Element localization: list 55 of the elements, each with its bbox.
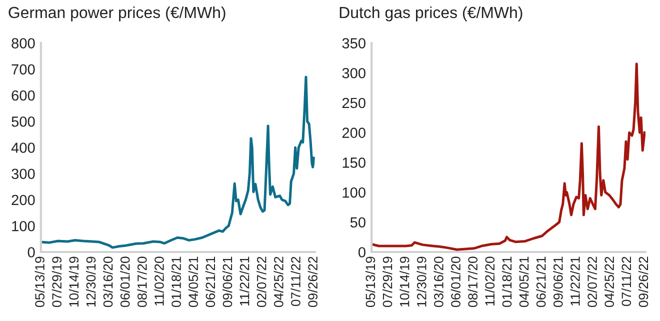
y-tick-label: 500 bbox=[12, 116, 35, 127]
x-tick-label: 02/07/22 bbox=[587, 256, 597, 307]
y-tick-label: 250 bbox=[342, 98, 366, 108]
x-tick-label: 06/01/20 bbox=[120, 256, 130, 307]
x-tick-label: 05/13/19 bbox=[365, 256, 376, 307]
x-tick-label: 12/30/19 bbox=[86, 256, 96, 306]
chart-title: German power prices (€/MWh) bbox=[8, 6, 226, 22]
x-tick-label: 04/05/21 bbox=[519, 256, 529, 307]
x-tick-label: 05/13/19 bbox=[34, 256, 44, 307]
line-series bbox=[40, 76, 315, 249]
y-tick-label: 0 bbox=[28, 247, 35, 258]
y-tick-label: 50 bbox=[350, 217, 366, 228]
x-tick-label: 10/14/19 bbox=[400, 256, 410, 306]
y-tick-label: 700 bbox=[12, 64, 35, 75]
x-tick-label: 09/26/22 bbox=[308, 256, 318, 307]
y-tick-label: 150 bbox=[342, 158, 366, 168]
x-tick-label: 10/14/19 bbox=[68, 256, 79, 306]
x-tick-label: 12/30/19 bbox=[416, 256, 426, 306]
x-tick-label: 11/02/20 bbox=[484, 256, 495, 306]
y-tick-label: 200 bbox=[342, 128, 366, 138]
x-tick-label: 11/22/21 bbox=[570, 256, 580, 306]
x-tick-label: 09/26/22 bbox=[638, 256, 648, 307]
x-tick-label: 06/01/20 bbox=[450, 256, 460, 307]
x-tick-label: 01/18/21 bbox=[171, 256, 181, 307]
x-tick-label: 04/25/22 bbox=[604, 256, 614, 307]
y-tick-label: 200 bbox=[12, 194, 35, 206]
x-tick-label: 09/06/21 bbox=[553, 256, 563, 307]
x-tick-label: 11/02/20 bbox=[154, 256, 164, 306]
line-series bbox=[372, 62, 646, 251]
x-tick-label: 06/21/21 bbox=[205, 256, 216, 307]
y-tick-label: 300 bbox=[342, 68, 366, 78]
x-tick-label: 09/06/21 bbox=[222, 256, 232, 307]
x-tick-label: 11/22/21 bbox=[240, 256, 250, 306]
y-tick-label: 300 bbox=[12, 168, 35, 180]
x-tick-label: 03/16/20 bbox=[103, 256, 113, 307]
x-tick-label: 07/29/19 bbox=[382, 256, 392, 307]
x-tick-label: 08/17/20 bbox=[137, 256, 147, 307]
y-tick-label: 100 bbox=[12, 220, 35, 232]
x-tick-label: 04/25/22 bbox=[274, 256, 284, 307]
x-tick-label: 08/17/20 bbox=[468, 256, 478, 307]
x-tick-label: 02/07/22 bbox=[256, 256, 266, 307]
y-tick-label: 0 bbox=[358, 247, 366, 258]
chart-title: Dutch gas prices (€/MWh) bbox=[340, 6, 522, 22]
y-tick-label: 800 bbox=[12, 38, 35, 48]
x-tick-label: 07/11/22 bbox=[290, 256, 300, 306]
y-tick-label: 400 bbox=[11, 142, 35, 153]
y-tick-label: 350 bbox=[342, 38, 366, 48]
x-tick-label: 04/05/21 bbox=[188, 256, 198, 307]
y-tick-label: 100 bbox=[342, 187, 366, 198]
y-tick-label: 600 bbox=[12, 90, 35, 101]
x-tick-label: 06/21/21 bbox=[536, 256, 546, 307]
x-tick-label: 03/16/20 bbox=[434, 256, 444, 307]
x-tick-label: 07/11/22 bbox=[621, 256, 632, 306]
x-tick-label: 01/18/21 bbox=[502, 256, 512, 307]
x-tick-label: 07/29/19 bbox=[52, 256, 62, 307]
